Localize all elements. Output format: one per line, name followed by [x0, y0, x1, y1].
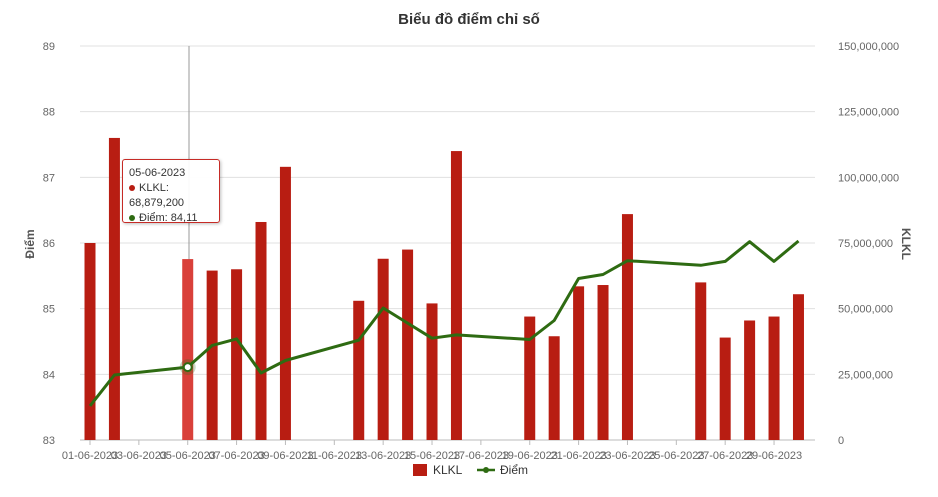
right-axis-title: KLKL	[899, 228, 913, 260]
klkl-bar[interactable]	[377, 258, 389, 440]
klkl-bars	[84, 137, 804, 441]
legend-diem-marker[interactable]	[483, 467, 489, 473]
klkl-bar[interactable]	[450, 151, 462, 441]
x-tick-label: 07-06-2023	[208, 450, 264, 462]
left-tick-label: 88	[43, 107, 55, 119]
klkl-bar[interactable]	[279, 166, 291, 440]
left-tick-label: 83	[43, 435, 55, 447]
x-tick-label: 15-06-2023	[404, 450, 460, 462]
klkl-bar[interactable]	[231, 269, 243, 440]
x-tick-label: 01-06-2023	[62, 450, 118, 462]
x-tick-label: 03-06-2023	[111, 450, 167, 462]
klkl-bar[interactable]	[426, 303, 438, 440]
tooltip-klkl-row: KLKL: 68,879,200	[129, 181, 213, 211]
diem-point[interactable]	[182, 362, 193, 373]
right-tick-label: 75,000,000	[838, 238, 893, 250]
left-axis-ticks: 83 84 85 86 87 88 89	[43, 41, 55, 447]
x-tick-label: 13-06-2023	[355, 450, 411, 462]
right-tick-label: 100,000,000	[838, 172, 899, 184]
legend-klkl-label[interactable]: KLKL	[433, 463, 463, 477]
klkl-bar[interactable]	[402, 249, 414, 440]
left-tick-label: 86	[43, 238, 55, 250]
klkl-bar[interactable]	[255, 221, 267, 440]
diem-line-series	[88, 239, 800, 407]
klkl-bar[interactable]	[597, 285, 609, 440]
klkl-bar[interactable]	[206, 270, 218, 440]
left-tick-label: 89	[43, 41, 55, 53]
klkl-bar[interactable]	[84, 243, 96, 440]
left-tick-label: 84	[43, 369, 55, 381]
x-tick-label: 29-06-2023	[746, 450, 802, 462]
x-tick-label: 19-06-2023	[502, 450, 558, 462]
klkl-bar[interactable]	[792, 294, 804, 440]
chart-title: Biểu đồ điểm chỉ số	[398, 11, 540, 28]
x-tick-label: 23-06-2023	[599, 450, 655, 462]
tooltip-klkl-dot	[129, 185, 135, 192]
x-tick-label: 17-06-2023	[453, 450, 509, 462]
right-tick-label: 125,000,000	[838, 107, 899, 119]
klkl-bar[interactable]	[548, 336, 560, 440]
right-tick-label: 150,000,000	[838, 41, 899, 53]
klkl-bar[interactable]	[353, 300, 365, 440]
klkl-bar[interactable]	[524, 316, 536, 440]
right-tick-label: 25,000,000	[838, 369, 893, 381]
tooltip-klkl-text: KLKL: 68,879,200	[129, 182, 185, 209]
tooltip: 05-06-2023 KLKL: 68,879,200 Điểm: 84,11	[122, 159, 220, 226]
tooltip-diem-text: Điểm: 84,11	[139, 212, 198, 224]
diem-line	[88, 239, 800, 407]
left-tick-label: 85	[43, 304, 55, 316]
x-tick-label: 25-06-2023	[648, 450, 704, 462]
left-axis-title: Điểm	[23, 229, 37, 258]
klkl-bar[interactable]	[573, 286, 585, 440]
x-tick-label: 21-06-2023	[550, 450, 606, 462]
x-tick-label: 27-06-2023	[697, 450, 753, 462]
x-tick-label: 11-06-2023	[307, 450, 362, 462]
tooltip-diem-dot	[129, 215, 135, 222]
legend-diem-label[interactable]: Điểm	[500, 463, 528, 477]
klkl-bar[interactable]	[768, 316, 780, 440]
tooltip-diem-row: Điểm: 84,11	[129, 211, 213, 226]
klkl-bar[interactable]	[621, 214, 633, 440]
klkl-bar[interactable]	[695, 282, 707, 440]
x-axis-ticks: 01-06-202303-06-202305-06-202307-06-2023…	[62, 440, 802, 462]
x-tick-label: 09-06-2023	[257, 450, 313, 462]
right-tick-label: 0	[838, 435, 844, 447]
legend[interactable]: KLKL Điểm	[413, 463, 528, 477]
legend-klkl-swatch[interactable]	[413, 464, 427, 476]
right-axis-ticks: 0 25,000,000 50,000,000 75,000,000 100,000,0…	[838, 41, 899, 447]
klkl-bar[interactable]	[719, 337, 731, 440]
klkl-bar[interactable]	[744, 320, 756, 440]
tooltip-date: 05-06-2023	[129, 167, 186, 179]
klkl-bar[interactable]	[108, 137, 120, 440]
right-tick-label: 50,000,000	[838, 304, 893, 316]
left-tick-label: 87	[43, 172, 55, 184]
x-tick-label: 05-06-2023	[160, 450, 216, 462]
klkl-bar[interactable]	[182, 259, 194, 440]
